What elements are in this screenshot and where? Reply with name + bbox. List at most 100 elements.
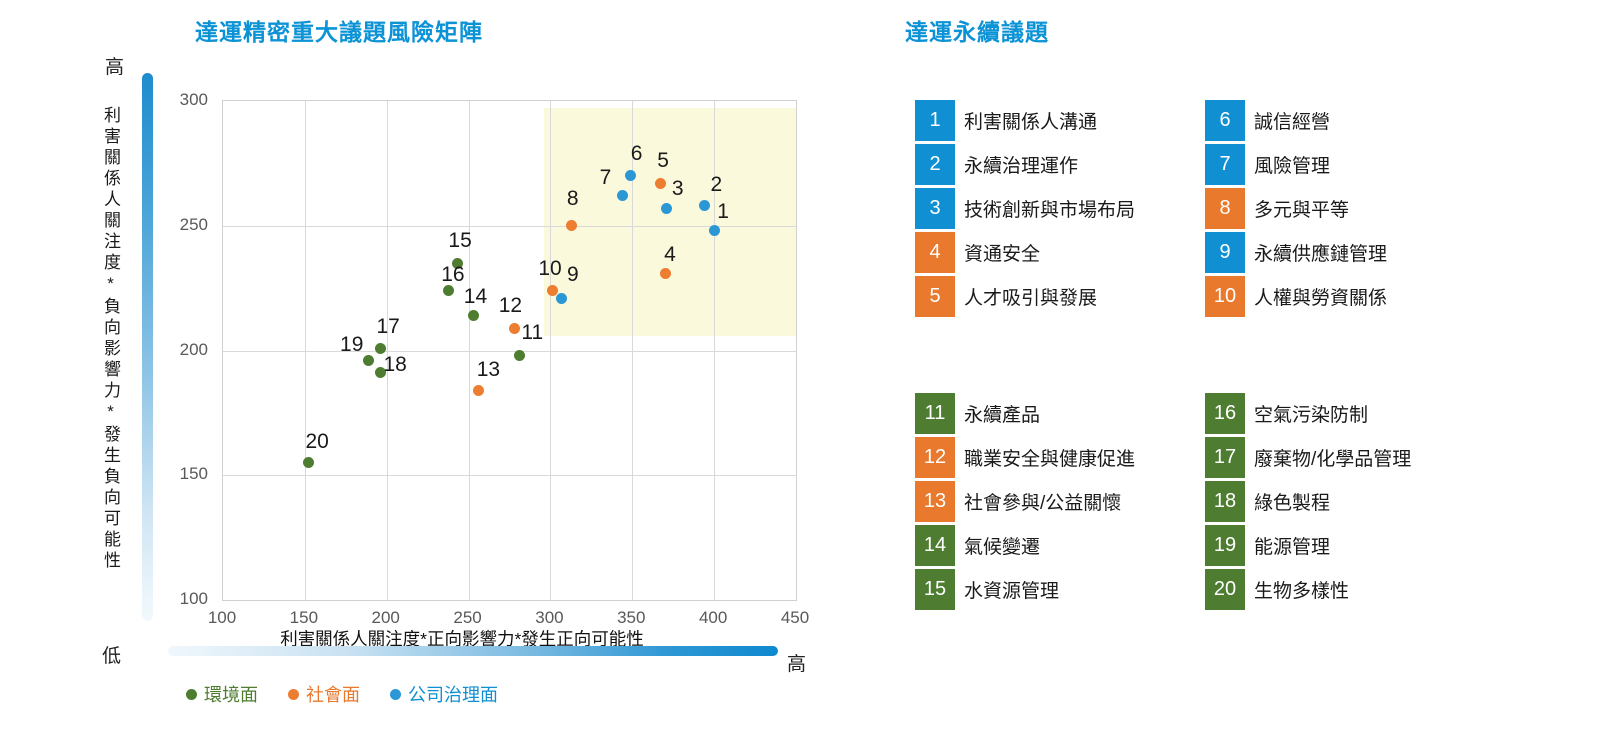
issue-number-3: 3 [915,188,955,229]
issue-item-7: 7 風險管理 [1205,144,1330,185]
issue-item-17: 17 廢棄物/化學品管理 [1205,437,1411,478]
y-axis-gradient-bar [142,73,153,621]
point-label-13: 13 [476,358,501,382]
legend-label-environment: 環境面 [204,685,258,705]
scatter-point-4 [659,267,671,279]
issue-number-1: 1 [915,100,955,141]
issue-number-18: 18 [1205,481,1245,522]
issue-label-7: 風險管理 [1254,156,1331,177]
legend-label-social: 社會面 [306,685,360,705]
scatter-point-14 [467,310,479,322]
point-label-14: 14 [463,284,488,308]
legend-dot-governance [390,688,401,700]
issue-number-16: 16 [1205,393,1245,434]
issue-number-10: 10 [1205,276,1245,317]
y-tick-100: 100 [179,589,208,608]
issue-number-2: 2 [915,144,955,185]
issue-item-13: 13 社會參與/公益關懷 [915,481,1121,522]
scatter-point-5 [654,177,666,189]
x-tick-400: 400 [698,608,728,627]
point-label-15: 15 [448,229,472,253]
point-label-11: 11 [521,321,544,345]
scatter-point-10 [546,285,558,297]
issue-label-2: 永續治理運作 [964,156,1079,177]
scatter-point-8 [566,220,578,232]
chart-legend: 環境面 社會面 公司治理面 [186,681,498,707]
issue-label-11: 永續產品 [964,405,1041,426]
plot-area: 1 2 3 4 5 6 7 8 9 10 11 12 13 14 15 16 17 18 19 20 [222,100,797,601]
point-label-6: 6 [630,141,643,165]
issue-label-16: 空氣污染防制 [1254,405,1369,426]
issue-label-6: 誠信經營 [1254,112,1331,133]
legend-label-governance: 公司治理面 [408,685,498,705]
issue-number-20: 20 [1205,569,1245,610]
issue-item-5: 5 人才吸引與發展 [915,276,1097,317]
scatter-point-19 [363,354,375,366]
point-label-9: 9 [567,263,579,287]
issue-label-13: 社會參與/公益關懷 [964,493,1122,514]
legend-dot-social [288,688,299,700]
issue-item-16: 16 空氣污染防制 [1205,393,1368,434]
x-axis-high-label: 高 [787,654,807,675]
issue-number-14: 14 [915,525,955,566]
legend-item-governance: 公司治理面 [390,681,498,707]
issue-label-20: 生物多樣性 [1254,581,1350,602]
issue-label-19: 能源管理 [1254,537,1331,558]
highlight-region [543,108,796,336]
issue-number-17: 17 [1205,437,1245,478]
issue-item-4: 4 資通安全 [915,232,1040,273]
point-label-10: 10 [538,256,562,280]
x-tick-250: 250 [453,608,482,627]
issue-number-12: 12 [915,437,955,478]
x-axis-title: 利害關係人關注度*正向影響力*發生正向可能性 [280,629,644,649]
issue-item-10: 10 人權與勞資關係 [1205,276,1387,317]
scatter-point-15 [451,257,463,269]
issue-number-15: 15 [915,569,955,610]
gridline-y-200 [223,350,796,352]
issue-label-3: 技術創新與市場布局 [964,200,1136,221]
issue-label-8: 多元與平等 [1254,200,1350,221]
scatter-point-2 [698,200,710,212]
gridline-y-250 [223,225,796,227]
scatter-point-3 [661,202,673,214]
scatter-point-13 [472,384,484,396]
issue-label-12: 職業安全與健康促進 [964,449,1136,470]
point-label-4: 4 [664,243,676,267]
x-axis-gradient-bar [168,646,778,656]
issue-item-9: 9 永續供應鏈管理 [1205,232,1387,273]
scatter-point-7 [616,190,628,202]
x-axis-low-label: 低 [102,646,122,667]
issue-item-8: 8 多元與平等 [1205,188,1349,229]
issue-label-17: 廢棄物/化學品管理 [1254,449,1412,470]
issue-item-11: 11 永續產品 [915,393,1040,434]
issue-label-9: 永續供應鏈管理 [1254,244,1388,265]
issue-number-6: 6 [1205,100,1245,141]
point-label-8: 8 [566,186,579,210]
issue-number-19: 19 [1205,525,1245,566]
issue-number-9: 9 [1205,232,1245,273]
issue-number-7: 7 [1205,144,1245,185]
issue-item-12: 12 職業安全與健康促進 [915,437,1135,478]
point-label-16: 16 [441,262,465,286]
scatter-point-16 [443,285,455,297]
issue-label-18: 綠色製程 [1254,493,1331,514]
point-label-7: 7 [599,165,612,189]
scatter-point-9 [556,292,568,304]
point-label-3: 3 [671,177,684,201]
x-tick-300: 300 [535,608,564,627]
scatter-point-1 [708,225,720,237]
issue-label-15: 水資源管理 [964,581,1060,602]
y-axis-title: 利害關係人關注度*負向影響力*發生負向可能性 [101,106,120,572]
point-label-2: 2 [710,172,723,196]
issue-label-10: 人權與勞資關係 [1254,288,1388,309]
point-label-12: 12 [498,294,523,318]
issue-label-1: 利害關係人溝通 [964,112,1098,133]
legend-dot-environment [186,688,197,700]
issue-number-8: 8 [1205,188,1245,229]
scatter-point-20 [302,457,314,469]
chart-title: 達運精密重大議題風險矩陣 [195,19,483,45]
x-tick-450: 450 [780,608,810,627]
scatter-point-11 [513,349,525,361]
issue-number-4: 4 [915,232,955,273]
